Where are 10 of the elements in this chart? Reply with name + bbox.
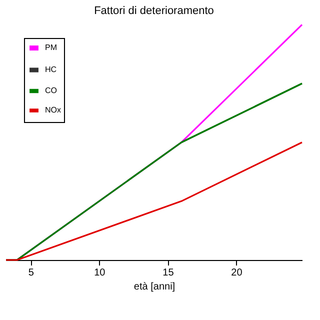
- x-axis-title: età [anni]: [134, 282, 176, 292]
- x-tick-label: 20: [231, 268, 243, 278]
- x-tick-label: 10: [94, 268, 106, 278]
- legend-label: CO: [45, 86, 57, 95]
- chart-title: Fattori di deterioramento: [94, 5, 214, 17]
- x-tick-label: 5: [28, 268, 34, 278]
- legend-label: HC: [45, 65, 57, 74]
- x-tick-label: 15: [162, 268, 174, 278]
- legend-label: NOx: [45, 106, 61, 114]
- legend-label: PM: [45, 43, 58, 52]
